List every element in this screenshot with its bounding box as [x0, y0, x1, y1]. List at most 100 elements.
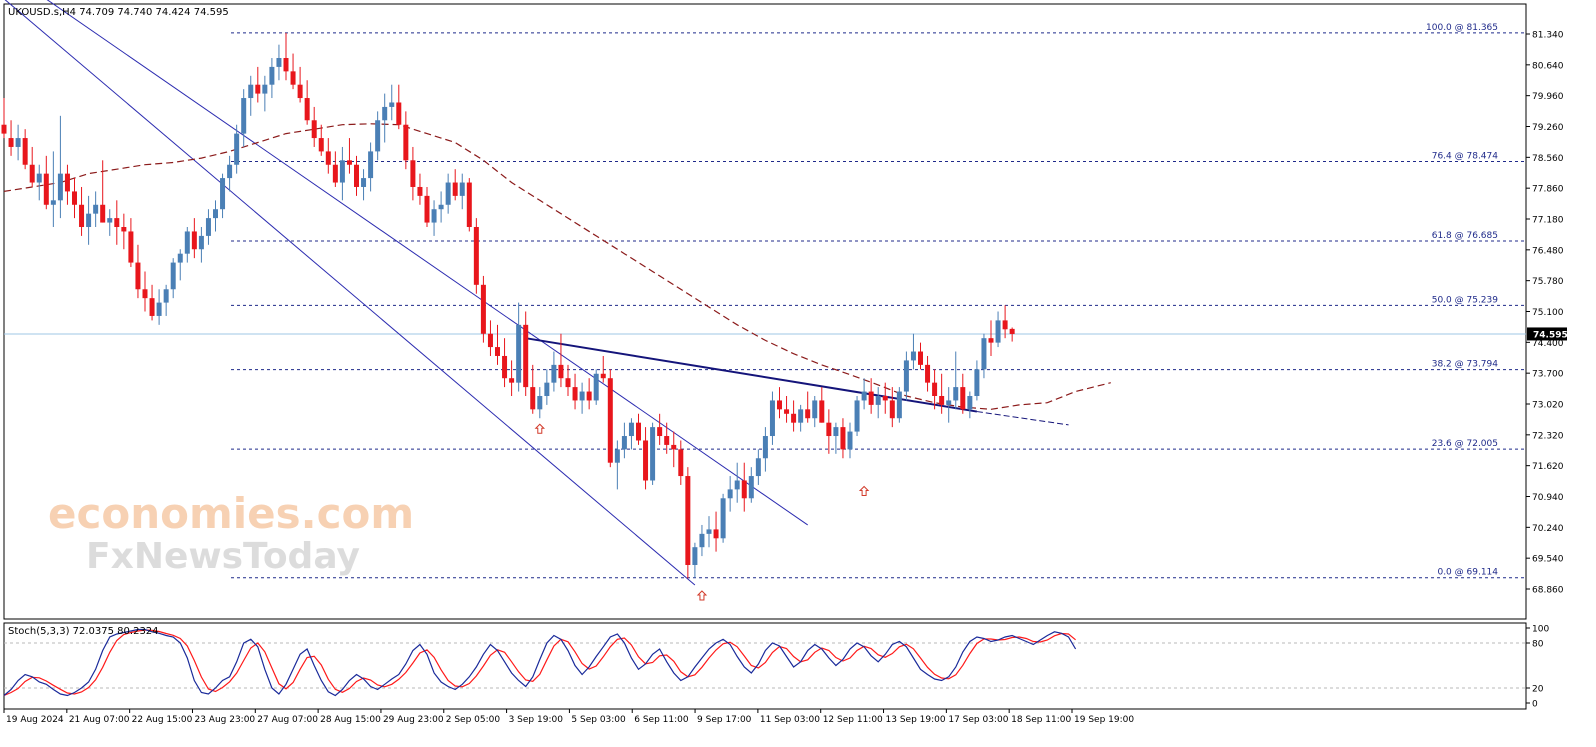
candle-body: [121, 227, 127, 232]
candle-body: [64, 173, 70, 192]
candle-body: [79, 204, 85, 228]
candle-body: [43, 173, 49, 205]
candle-body: [1, 124, 7, 134]
candle-body: [184, 231, 190, 254]
candle-body: [551, 364, 557, 383]
candle-body: [297, 84, 303, 99]
candle-body: [755, 458, 761, 477]
candle-body: [509, 378, 515, 383]
candle-body: [988, 338, 994, 343]
candle-body: [339, 160, 345, 183]
candle-body: [798, 409, 804, 423]
candle-body: [910, 351, 916, 361]
candle-body: [445, 182, 451, 205]
candle-body: [86, 213, 92, 228]
candle-body: [269, 66, 275, 85]
trendline-channel-lower: [4, 0, 696, 586]
candle-body: [191, 231, 197, 250]
candle-body: [840, 427, 846, 450]
candle-body: [361, 178, 367, 187]
candle-body: [925, 364, 931, 383]
candle-body: [614, 449, 620, 463]
candle-body: [974, 369, 980, 396]
candle-body: [628, 422, 634, 437]
price-tick-label: 80.640: [1532, 61, 1564, 71]
stoch-title: Stoch(5,3,3) 72.0375 80.2324: [8, 626, 159, 637]
candle-body: [205, 218, 211, 236]
candle-body: [346, 160, 352, 165]
fib-level-label: 61.8 @ 76.685: [1432, 231, 1498, 241]
candle-body: [318, 138, 324, 152]
candle-body: [325, 151, 331, 165]
price-tick-label: 70.240: [1532, 524, 1564, 534]
candle-body: [889, 400, 895, 419]
candle-body: [22, 138, 28, 165]
candle-body: [375, 120, 381, 152]
candle-body: [424, 195, 430, 223]
candle-body: [93, 204, 99, 214]
candle-body: [953, 387, 959, 401]
price-tick-label: 71.620: [1532, 462, 1564, 472]
candle-body: [72, 191, 77, 205]
candle-body: [170, 262, 176, 290]
price-tick-label: 79.960: [1532, 92, 1564, 102]
price-tick-label: 75.100: [1532, 308, 1564, 318]
candle-body: [713, 529, 719, 539]
fibonacci-levels: 100.0 @ 81.365 76.4 @ 78.474 61.8 @ 76.685…: [231, 23, 1526, 579]
moving-average: [3, 123, 1111, 410]
candle-body: [149, 298, 155, 316]
candle-body: [558, 364, 564, 379]
time-tick-label: 3 Sep 19:00: [509, 715, 564, 725]
watermark-fxnewstoday: FxNewsToday: [86, 536, 360, 577]
candle-body: [57, 173, 63, 201]
time-tick-label: 17 Sep 03:00: [948, 715, 1008, 725]
candle-body: [678, 449, 684, 477]
candle-body: [262, 84, 268, 94]
stoch-tick-label: 100: [1532, 625, 1549, 635]
candle-body: [480, 284, 486, 334]
stoch-tick-label: 0: [1532, 700, 1538, 710]
candle-body: [516, 324, 522, 383]
stoch-signal-line: [3, 629, 1076, 697]
candle-body: [854, 400, 860, 432]
candle-body: [431, 209, 437, 223]
time-tick-label: 23 Aug 23:00: [194, 715, 255, 725]
candle-body: [826, 422, 832, 437]
time-axis: 19 Aug 2024 21 Aug 07:00 22 Aug 15:00 23 Au…: [3, 709, 1134, 725]
candle-body: [29, 164, 35, 183]
candle-body: [502, 355, 508, 379]
price-tick-label: 78.560: [1532, 154, 1564, 164]
moving-average-line: [3, 123, 1111, 410]
candle-body: [198, 235, 204, 250]
candle-body: [748, 476, 754, 499]
candle-body: [741, 480, 747, 499]
fib-level-label: 100.0 @ 81.365: [1426, 23, 1498, 33]
watermark-economies: economies.com: [48, 489, 414, 538]
candle-body: [720, 498, 726, 539]
stoch-main-line: [3, 628, 1077, 697]
candle-body: [671, 444, 677, 450]
candle-body: [255, 84, 261, 94]
current-price-label: 74.595: [1533, 330, 1568, 340]
candle-body: [459, 182, 465, 196]
stoch-tick-label: 80: [1532, 640, 1544, 650]
candle-body: [812, 400, 818, 419]
price-tick-label: 74.400: [1532, 339, 1564, 349]
time-tick-label: 18 Sep 11:00: [1011, 715, 1071, 725]
candle-body: [487, 333, 493, 348]
time-tick-label: 29 Aug 23:00: [383, 715, 444, 725]
fib-level-label: 38.2 @ 73.794: [1432, 360, 1499, 370]
time-tick-label: 28 Aug 15:00: [320, 715, 381, 725]
candle-body: [593, 373, 599, 401]
candle-body: [417, 186, 423, 196]
candle-body: [530, 387, 536, 410]
time-tick-label: 19 Sep 19:00: [1074, 715, 1134, 725]
price-tick-label: 81.340: [1532, 31, 1564, 41]
candle-body: [664, 436, 670, 445]
main-pane-frame: [3, 3, 1527, 620]
candle-body: [473, 227, 479, 285]
candle-body: [276, 58, 282, 67]
candle-body: [128, 231, 134, 263]
markers: [534, 423, 870, 601]
